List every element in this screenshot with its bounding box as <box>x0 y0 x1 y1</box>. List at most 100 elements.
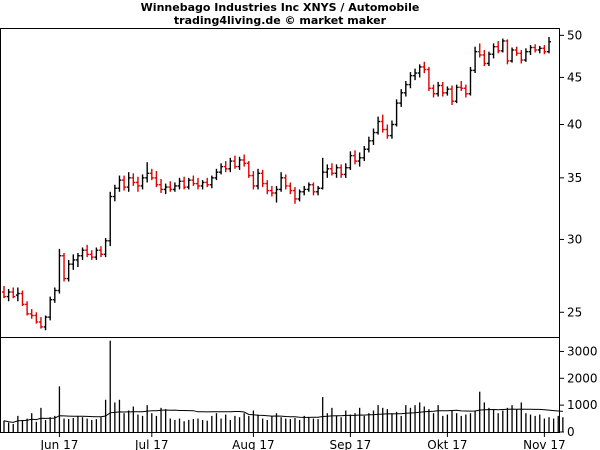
time-tick-label: Jun 17 <box>40 438 79 450</box>
ohlc-bar <box>283 174 288 190</box>
ohlc-bar <box>366 136 371 153</box>
ohlc-bar <box>385 124 390 139</box>
chart-subtitle: trading4living.de © market maker <box>173 14 387 27</box>
ohlc-bar <box>11 287 16 299</box>
ohlc-bar <box>306 182 311 192</box>
ohlc-bar <box>214 168 219 181</box>
ohlc-bar <box>403 81 408 97</box>
ohlc-bar <box>163 183 168 195</box>
ohlc-bar <box>450 85 455 106</box>
ohlc-bar <box>195 177 200 190</box>
ohlc-bar <box>482 49 487 67</box>
ohlc-bar <box>426 66 431 91</box>
ohlc-bar <box>154 171 159 188</box>
volume-bars <box>3 340 564 432</box>
ohlc-bar <box>149 168 154 181</box>
ohlc-bar <box>103 238 108 258</box>
ohlc-bar <box>232 155 237 169</box>
ohlc-bar <box>279 172 284 192</box>
ohlc-bar <box>547 36 551 54</box>
ohlc-bar <box>348 151 353 170</box>
ohlc-bar <box>108 191 113 247</box>
time-tick-label: Sep 17 <box>330 438 372 450</box>
ohlc-bar <box>343 163 348 178</box>
ohlc-bar <box>228 157 233 173</box>
ohlc-bar <box>329 163 334 176</box>
ohlc-bar <box>399 89 404 107</box>
ohlc-bar <box>126 172 131 192</box>
ohlc-bar <box>186 177 191 190</box>
ohlc-bar <box>200 180 205 190</box>
ohlc-bar <box>2 285 6 299</box>
chart-title: Winnebago Industries Inc XNYS / Automobi… <box>140 1 420 14</box>
ohlc-bar <box>463 84 468 98</box>
ohlc-bar <box>20 290 25 306</box>
price-tick-label: 40 <box>567 117 582 131</box>
ohlc-bar <box>445 86 450 96</box>
ohlc-bar <box>172 182 177 192</box>
ohlc-bar <box>431 84 436 98</box>
ohlc-bar <box>159 178 164 193</box>
ohlc-bar <box>468 66 473 96</box>
ohlc-bar <box>486 51 491 67</box>
ohlc-bar <box>422 61 427 74</box>
ohlc-bar <box>122 175 127 191</box>
ohlc-bar <box>112 184 117 202</box>
ohlc-bar <box>362 146 367 162</box>
ohlc-bar <box>514 46 519 56</box>
ohlc-bar <box>454 84 459 104</box>
ohlc-bar <box>496 40 501 54</box>
ohlc-bar <box>38 317 43 329</box>
ohlc-bar <box>311 182 316 196</box>
ohlc-bar <box>389 120 394 139</box>
ohlc-bar <box>131 173 136 186</box>
ohlc-bar <box>523 48 528 62</box>
ohlc-bar <box>237 156 242 170</box>
ohlc-bar <box>251 171 256 190</box>
ohlc-bar <box>459 81 464 91</box>
volume-tick-label: 3000 <box>567 344 598 358</box>
ohlc-bar <box>57 248 62 294</box>
ohlc-bar <box>135 176 140 192</box>
ohlc-bar <box>297 189 302 202</box>
time-axis: Jun 17 Jul 17 Aug 17 Sep 17 Okt 17 Nov 17 <box>40 432 566 450</box>
ohlc-bar <box>292 187 297 204</box>
ohlc-bar <box>334 164 339 178</box>
ohlc-bar <box>209 175 214 189</box>
volume-tick-label: 2000 <box>567 371 598 385</box>
ohlc-bar <box>256 168 261 190</box>
ohlc-bar <box>440 81 445 97</box>
time-tick-label: Jul 17 <box>134 438 169 450</box>
ohlc-bar <box>94 247 99 260</box>
ohlc-bar <box>205 177 210 188</box>
price-axis: 25 30 35 40 45 50 <box>559 28 582 319</box>
ohlc-bar <box>371 128 376 145</box>
ohlc-bar <box>537 45 542 54</box>
ohlc-bar <box>269 185 274 197</box>
ohlc-bar <box>376 116 381 135</box>
ohlc-bar <box>519 49 524 64</box>
ohlc-bar <box>98 246 103 258</box>
ohlc-bar <box>473 46 478 74</box>
ohlc-bar <box>75 252 80 267</box>
price-tick-label: 50 <box>567 28 582 42</box>
ohlc-bar <box>6 288 11 302</box>
price-tick-label: 45 <box>567 70 582 84</box>
ohlc-bar <box>25 301 30 316</box>
ohlc-bar <box>357 152 362 167</box>
ohlc-bar <box>15 287 20 302</box>
ohlc-bar <box>500 38 505 53</box>
ohlc-bar <box>533 44 538 53</box>
ohlc-bar <box>242 154 247 167</box>
ohlc-bar <box>274 185 279 203</box>
ohlc-bar <box>219 163 224 175</box>
ohlc-bar <box>302 185 307 196</box>
ohlc-bar <box>320 157 325 190</box>
ohlc-bar <box>325 164 330 178</box>
ohlc-bar <box>62 252 67 282</box>
ohlc-bar <box>85 244 90 258</box>
ohlc-bar <box>413 68 418 81</box>
ohlc-bar <box>288 182 293 195</box>
ohlc-bar <box>316 185 321 196</box>
